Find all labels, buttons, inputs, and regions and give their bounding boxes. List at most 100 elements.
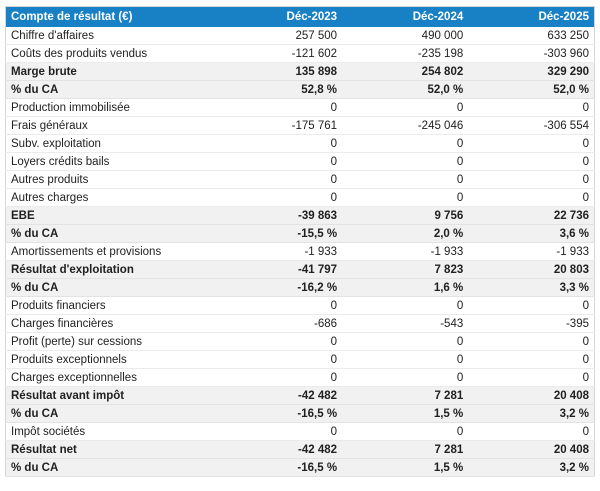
table-row: % du CA 52,8 % 52,0 % 52,0 % [5,80,595,99]
row-label: Impôt sociétés [5,422,216,441]
row-label: Loyers crédits bails [5,152,216,171]
cell-dec-2023: -39 863 [215,206,343,225]
cell-dec-2023: -686 [215,314,343,333]
cell-dec-2023: 0 [215,152,343,171]
row-label: % du CA [5,278,216,297]
row-label: % du CA [5,458,216,477]
income-statement-table: Compte de résultat (€) Déc-2023 Déc-2024… [5,6,595,477]
cell-dec-2025: -395 [468,314,595,333]
cell-dec-2023: 52,8 % [215,80,343,99]
table-row: EBE -39 863 9 756 22 736 [5,206,595,225]
table-row: Autres charges 0 0 0 [5,188,595,207]
cell-dec-2025: 0 [468,332,595,351]
row-label: Coûts des produits vendus [5,44,216,63]
table-row: % du CA -16,2 % 1,6 % 3,3 % [5,278,595,297]
cell-dec-2023: 257 500 [215,27,343,45]
cell-dec-2025: 0 [468,422,595,441]
row-label: Subv. exploitation [5,134,216,153]
row-label: Produits exceptionnels [5,350,216,369]
cell-dec-2024: -543 [342,314,469,333]
table-row: Impôt sociétés 0 0 0 [5,422,595,441]
row-label: Charges exceptionnelles [5,368,216,387]
table-row: % du CA -15,5 % 2,0 % 3,6 % [5,224,595,243]
table-row: Charges financières -686 -543 -395 [5,314,595,333]
cell-dec-2023: -1 933 [215,242,343,261]
cell-dec-2025: 20 408 [468,386,595,405]
cell-dec-2024: 1,5 % [342,458,469,477]
table-row: Autres produits 0 0 0 [5,170,595,189]
cell-dec-2024: 0 [342,170,469,189]
cell-dec-2024: 1,6 % [342,278,469,297]
cell-dec-2024: 0 [342,332,469,351]
table-row: Résultat d'exploitation -41 797 7 823 20… [5,260,595,279]
cell-dec-2025: 20 803 [468,260,595,279]
cell-dec-2023: 0 [215,350,343,369]
table-row: Loyers crédits bails 0 0 0 [5,152,595,171]
cell-dec-2025: 3,6 % [468,224,595,243]
column-header-dec-2023: Déc-2023 [215,6,343,27]
cell-dec-2024: 254 802 [342,62,469,81]
cell-dec-2023: 0 [215,422,343,441]
cell-dec-2025: -303 960 [468,44,595,63]
cell-dec-2025: 20 408 [468,440,595,459]
cell-dec-2025: 0 [468,350,595,369]
cell-dec-2024: 7 281 [342,386,469,405]
cell-dec-2025: 3,2 % [468,404,595,423]
cell-dec-2023: -42 482 [215,386,343,405]
cell-dec-2024: 52,0 % [342,80,469,99]
row-label: Profit (perte) sur cessions [5,332,216,351]
table-row: Coûts des produits vendus -121 602 -235 … [5,44,595,63]
cell-dec-2025: 52,0 % [468,80,595,99]
cell-dec-2023: 0 [215,296,343,315]
table-row: Produits exceptionnels 0 0 0 [5,350,595,369]
row-label: Autres charges [5,188,216,207]
row-label: Production immobilisée [5,98,216,117]
cell-dec-2024: 7 823 [342,260,469,279]
table-row: Chiffre d'affaires 257 500 490 000 633 2… [5,27,595,45]
cell-dec-2025: 3,2 % [468,458,595,477]
cell-dec-2023: -42 482 [215,440,343,459]
row-label: Résultat net [5,440,216,459]
table-row: Profit (perte) sur cessions 0 0 0 [5,332,595,351]
cell-dec-2024: -1 933 [342,242,469,261]
cell-dec-2024: -245 046 [342,116,469,135]
row-label: Charges financières [5,314,216,333]
cell-dec-2024: 0 [342,422,469,441]
row-label: Autres produits [5,170,216,189]
table-header-row: Compte de résultat (€) Déc-2023 Déc-2024… [5,6,595,27]
column-header-dec-2025: Déc-2025 [468,6,595,27]
cell-dec-2024: 1,5 % [342,404,469,423]
cell-dec-2024: 490 000 [342,27,469,45]
cell-dec-2024: 0 [342,350,469,369]
cell-dec-2024: 0 [342,368,469,387]
row-label: Marge brute [5,62,216,81]
cell-dec-2023: -15,5 % [215,224,343,243]
row-label: Chiffre d'affaires [5,27,216,45]
cell-dec-2025: 0 [468,296,595,315]
row-label: Résultat avant impôt [5,386,216,405]
cell-dec-2025: 0 [468,134,595,153]
row-label: % du CA [5,80,216,99]
table-row: Production immobilisée 0 0 0 [5,98,595,117]
cell-dec-2024: 0 [342,134,469,153]
cell-dec-2024: 0 [342,188,469,207]
table-row: Résultat net -42 482 7 281 20 408 [5,440,595,459]
table-title: Compte de résultat (€) [5,6,216,27]
cell-dec-2024: 0 [342,296,469,315]
row-label: % du CA [5,404,216,423]
row-label: Résultat d'exploitation [5,260,216,279]
cell-dec-2024: 7 281 [342,440,469,459]
table-row: Subv. exploitation 0 0 0 [5,134,595,153]
cell-dec-2025: 0 [468,188,595,207]
cell-dec-2025: 0 [468,368,595,387]
cell-dec-2023: 0 [215,368,343,387]
table-row: Marge brute 135 898 254 802 329 290 [5,62,595,81]
cell-dec-2025: 0 [468,152,595,171]
table-row: Résultat avant impôt -42 482 7 281 20 40… [5,386,595,405]
cell-dec-2024: 0 [342,152,469,171]
cell-dec-2025: -1 933 [468,242,595,261]
row-label: EBE [5,206,216,225]
row-label: % du CA [5,224,216,243]
cell-dec-2023: -175 761 [215,116,343,135]
column-header-dec-2024: Déc-2024 [342,6,469,27]
